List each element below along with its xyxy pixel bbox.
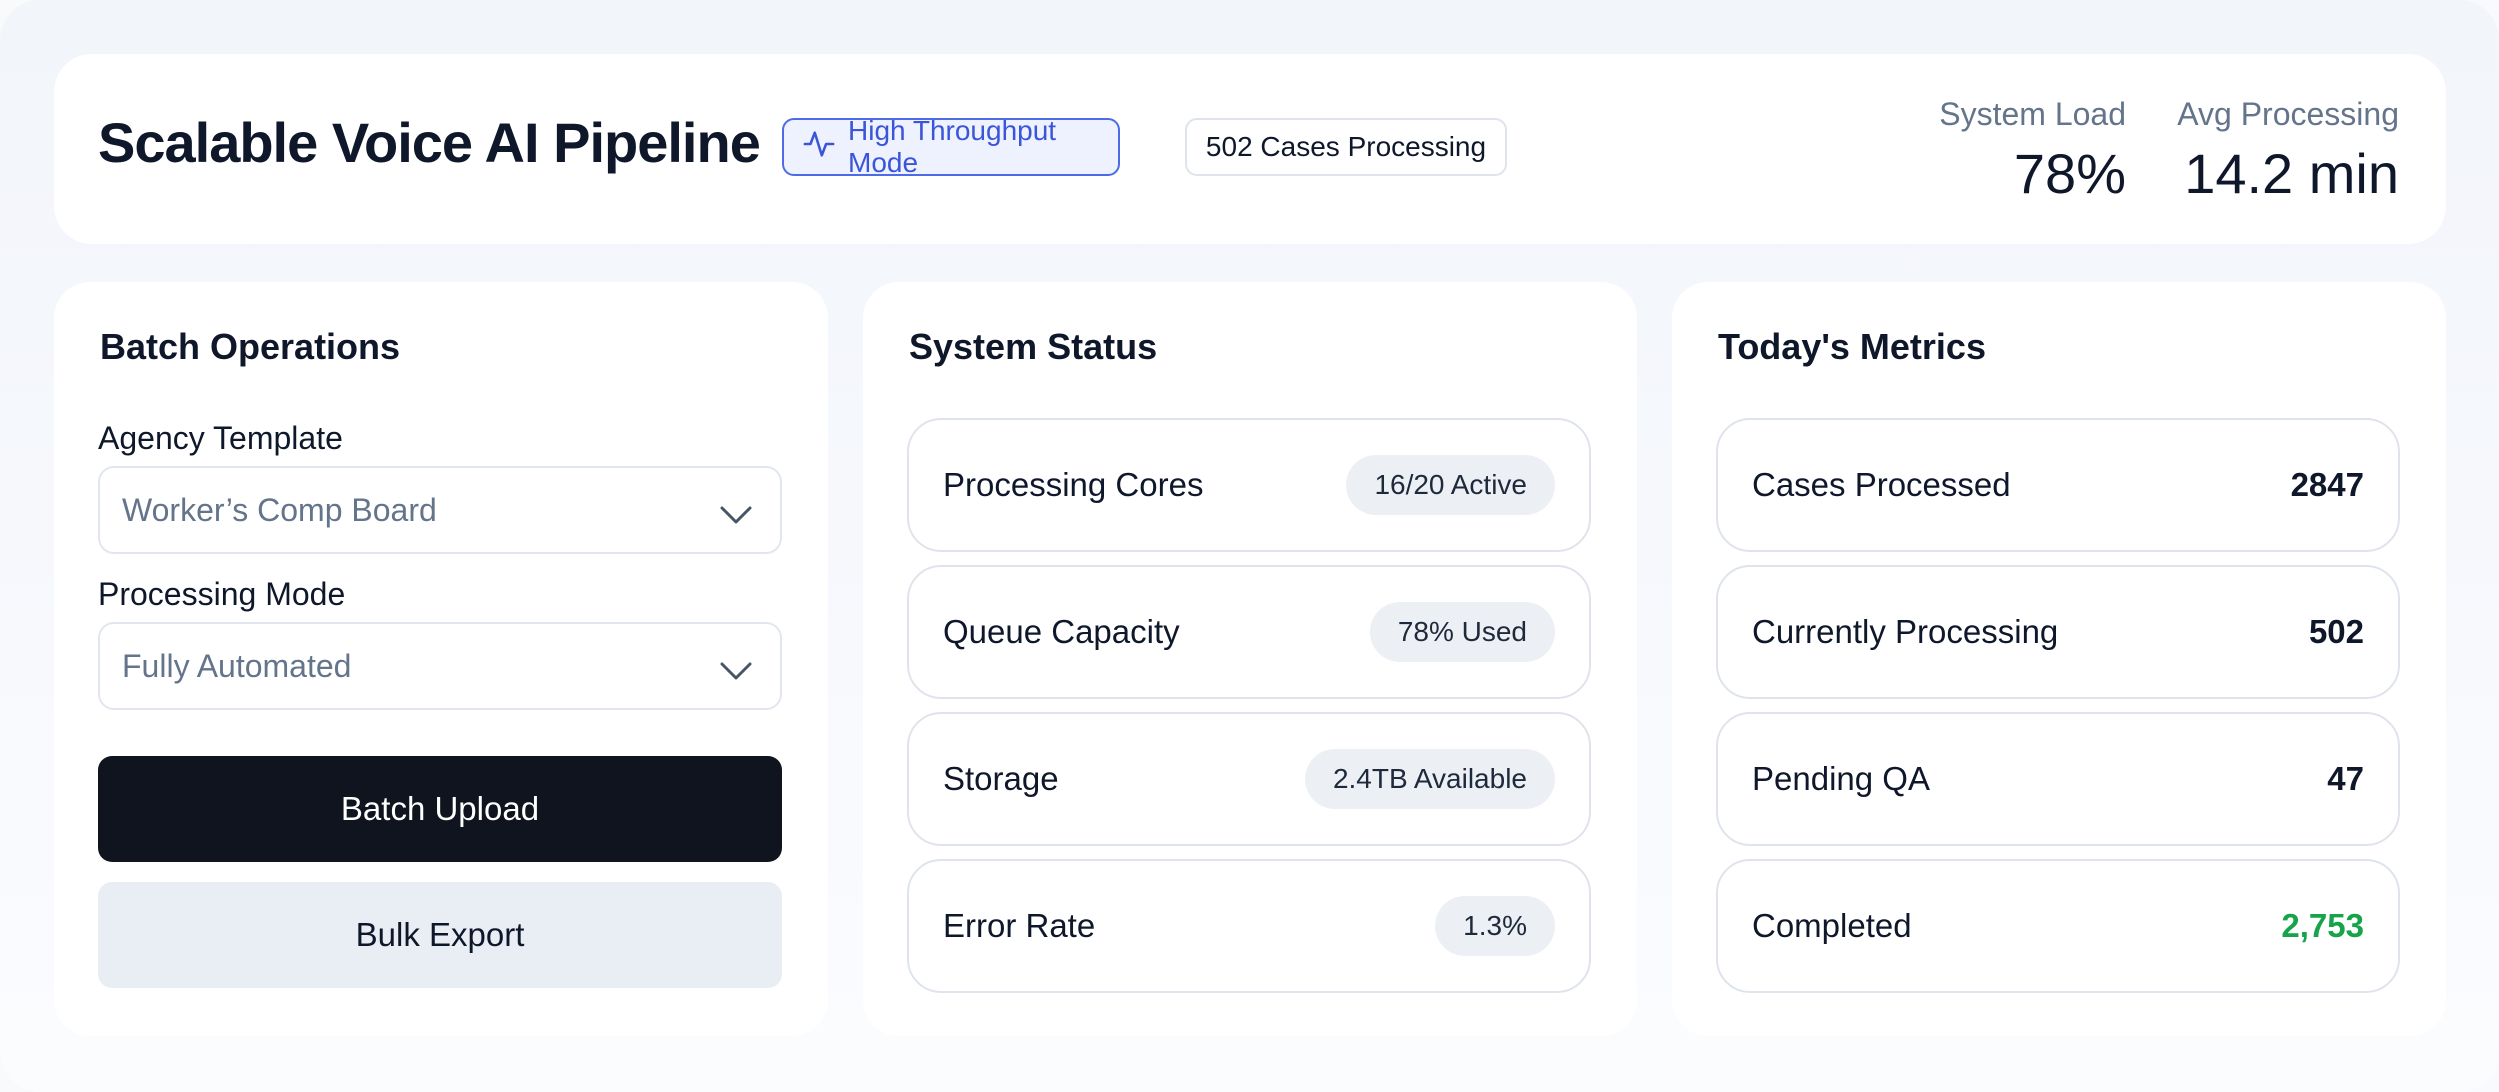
todays-metrics-title: Today's Metrics bbox=[1718, 326, 1986, 367]
mode-badge-label: High Throughput Mode bbox=[848, 115, 1057, 178]
todays-metrics-card: Today's Metrics Cases Processed 2847 Cur… bbox=[1672, 282, 2446, 1036]
activity-icon bbox=[802, 127, 836, 168]
metric-name: Currently Processing bbox=[1752, 613, 2059, 650]
avg-processing-label: Avg Processing bbox=[2177, 96, 2399, 132]
status-badge: 16/20 Active bbox=[1346, 455, 1555, 515]
high-throughput-mode-badge[interactable]: High Throughput Mode bbox=[782, 115, 1120, 178]
metric-value: 502 bbox=[2308, 613, 2364, 650]
chevron-down-icon bbox=[718, 654, 754, 691]
processing-mode-select[interactable]: Fully Automated bbox=[98, 622, 782, 710]
agency-template-label: Agency Template bbox=[98, 420, 343, 456]
metric-value-completed: 2,753 bbox=[2281, 907, 2364, 944]
bulk-export-button[interactable]: Bulk Export bbox=[98, 882, 782, 988]
status-row: Storage 2.4TB Available bbox=[907, 712, 1591, 846]
page-title: Scalable Voice AI Pipeline bbox=[98, 111, 761, 174]
cases-processing-badge: 502 Cases Processing bbox=[1185, 118, 1507, 176]
status-badge: 1.3% bbox=[1435, 896, 1555, 956]
metric-row: Pending QA 47 bbox=[1716, 712, 2400, 846]
status-badge: 2.4TB Available bbox=[1304, 749, 1555, 809]
system-load-label: System Load bbox=[1939, 96, 2126, 132]
metric-value: 2847 bbox=[2290, 466, 2364, 503]
processing-mode-value: Fully Automated bbox=[122, 647, 352, 684]
avg-processing-value: 14.2 min bbox=[2184, 142, 2399, 205]
system-load-value: 78% bbox=[2013, 142, 2126, 205]
status-row: Queue Capacity 78% Used bbox=[907, 565, 1591, 699]
metric-row: Cases Processed 2847 bbox=[1716, 418, 2400, 552]
status-row: Processing Cores 16/20 Active bbox=[907, 418, 1591, 552]
system-load-stat: System Load 78% bbox=[1939, 96, 2126, 206]
status-badge: 78% Used bbox=[1369, 602, 1555, 662]
metric-row: Currently Processing 502 bbox=[1716, 565, 2400, 699]
status-name: Storage bbox=[943, 760, 1059, 797]
avg-processing-stat: Avg Processing 14.2 min bbox=[2177, 96, 2399, 206]
status-name: Error Rate bbox=[943, 907, 1096, 944]
metric-value: 47 bbox=[2327, 760, 2364, 797]
system-status-title: System Status bbox=[909, 326, 1158, 367]
batch-upload-button[interactable]: Batch Upload bbox=[98, 756, 782, 862]
metric-name: Cases Processed bbox=[1752, 466, 2011, 503]
metric-name: Completed bbox=[1752, 907, 1912, 944]
status-name: Queue Capacity bbox=[943, 613, 1180, 650]
batch-operations-card: Batch Operations Agency Template Worker’… bbox=[54, 282, 828, 1036]
system-status-card: System Status Processing Cores 16/20 Act… bbox=[863, 282, 1637, 1036]
agency-template-value: Worker’s Comp Board bbox=[122, 491, 437, 528]
metric-row: Completed 2,753 bbox=[1716, 859, 2400, 993]
batch-operations-title: Batch Operations bbox=[100, 326, 401, 367]
header-panel: Scalable Voice AI Pipeline High Throughp… bbox=[54, 54, 2446, 244]
chevron-down-icon bbox=[718, 498, 754, 535]
status-row: Error Rate 1.3% bbox=[907, 859, 1591, 993]
processing-mode-label: Processing Mode bbox=[98, 576, 346, 612]
metric-name: Pending QA bbox=[1752, 760, 1930, 797]
status-name: Processing Cores bbox=[943, 466, 1204, 503]
agency-template-select[interactable]: Worker’s Comp Board bbox=[98, 466, 782, 554]
